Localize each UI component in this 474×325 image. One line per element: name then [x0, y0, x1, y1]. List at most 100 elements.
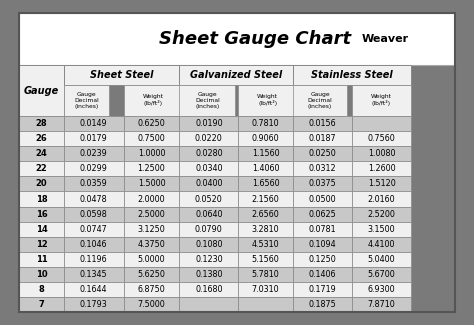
Text: 0.0790: 0.0790 [195, 225, 223, 234]
Bar [124, 222, 180, 237]
Bar [64, 85, 109, 116]
Bar [293, 116, 352, 131]
Bar [124, 116, 180, 131]
Text: 0.7560: 0.7560 [368, 134, 395, 143]
Bar [180, 267, 238, 282]
Bar [238, 267, 293, 282]
Bar [19, 282, 64, 297]
Bar [124, 267, 180, 282]
Text: Sheet Steel: Sheet Steel [90, 70, 154, 80]
Text: 0.0375: 0.0375 [309, 179, 336, 188]
Text: 1.5000: 1.5000 [138, 179, 165, 188]
Text: 2.0000: 2.0000 [138, 194, 165, 203]
Bar [352, 131, 411, 146]
Bar [293, 252, 352, 267]
Text: 1.5120: 1.5120 [368, 179, 395, 188]
Bar [19, 267, 64, 282]
Text: 0.1680: 0.1680 [195, 285, 223, 294]
Bar [238, 222, 293, 237]
Text: 5.6700: 5.6700 [368, 270, 395, 279]
Bar [352, 116, 411, 131]
Text: 0.1196: 0.1196 [80, 255, 108, 264]
Bar [19, 237, 64, 252]
Bar [238, 191, 293, 207]
Text: 6.9300: 6.9300 [368, 285, 395, 294]
Bar [64, 176, 124, 191]
Text: 0.0747: 0.0747 [80, 225, 108, 234]
Bar [180, 282, 238, 297]
Bar [64, 252, 124, 267]
Text: 2.1560: 2.1560 [252, 194, 280, 203]
Text: 0.0625: 0.0625 [309, 210, 336, 219]
Bar [124, 176, 180, 191]
Bar [180, 161, 238, 176]
Bar [352, 222, 411, 237]
Bar [180, 176, 238, 191]
Bar [64, 116, 124, 131]
Bar [238, 131, 293, 146]
Text: 1.0000: 1.0000 [138, 149, 165, 158]
Bar [124, 252, 180, 267]
Text: 0.0239: 0.0239 [80, 149, 108, 158]
Text: 2.5000: 2.5000 [137, 210, 165, 219]
Text: 0.0359: 0.0359 [80, 179, 108, 188]
Text: 7.8710: 7.8710 [368, 300, 395, 309]
Text: 7.0310: 7.0310 [252, 285, 279, 294]
Bar [124, 131, 180, 146]
Bar [293, 191, 352, 207]
Text: Weaver: Weaver [362, 34, 409, 44]
Text: 0.0156: 0.0156 [309, 119, 336, 128]
Bar [19, 207, 64, 222]
Text: 7.5000: 7.5000 [137, 300, 165, 309]
Text: 0.6250: 0.6250 [137, 119, 165, 128]
Bar [293, 146, 352, 161]
Bar [124, 207, 180, 222]
Bar [64, 65, 180, 85]
Bar [293, 176, 352, 191]
Text: 0.1644: 0.1644 [80, 285, 108, 294]
Bar [124, 161, 180, 176]
Bar [180, 146, 238, 161]
Bar [238, 176, 293, 191]
Text: Gauge: Gauge [24, 86, 59, 96]
Text: 5.1560: 5.1560 [252, 255, 280, 264]
Text: Weight
(lb/ft²): Weight (lb/ft²) [257, 95, 278, 107]
Bar [19, 191, 64, 207]
Text: 0.0299: 0.0299 [80, 164, 108, 173]
Text: 0.0400: 0.0400 [195, 179, 223, 188]
Bar [238, 161, 293, 176]
Bar [293, 282, 352, 297]
Text: Weight
(lb/ft²): Weight (lb/ft²) [371, 95, 392, 107]
Text: 0.0179: 0.0179 [80, 134, 108, 143]
Bar [180, 237, 238, 252]
Text: 5.7810: 5.7810 [252, 270, 280, 279]
Text: 1.0080: 1.0080 [368, 149, 395, 158]
Bar [180, 65, 293, 85]
Text: 14: 14 [36, 225, 47, 234]
Text: 0.1793: 0.1793 [80, 300, 108, 309]
Bar [180, 222, 238, 237]
Bar [180, 85, 235, 116]
Text: 12: 12 [36, 240, 47, 249]
Text: 10: 10 [36, 270, 47, 279]
Bar [293, 65, 411, 85]
Text: 0.1250: 0.1250 [309, 255, 336, 264]
Bar [64, 146, 124, 161]
Bar [180, 116, 238, 131]
Text: 0.1875: 0.1875 [309, 300, 336, 309]
Bar [124, 237, 180, 252]
Text: 11: 11 [36, 255, 47, 264]
Bar [293, 237, 352, 252]
Text: 24: 24 [36, 149, 47, 158]
Bar [180, 207, 238, 222]
Bar [352, 85, 410, 116]
Bar [238, 116, 293, 131]
Text: 7: 7 [38, 300, 44, 309]
Bar [293, 297, 352, 312]
Text: 0.0190: 0.0190 [195, 119, 223, 128]
Text: 0.0149: 0.0149 [80, 119, 108, 128]
Text: Galvanized Steel: Galvanized Steel [190, 70, 282, 80]
Text: 8: 8 [38, 285, 44, 294]
Text: 0.0640: 0.0640 [195, 210, 223, 219]
Bar [352, 282, 411, 297]
